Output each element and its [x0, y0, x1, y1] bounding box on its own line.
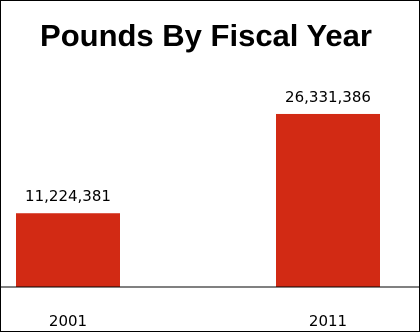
bar-2001: [16, 213, 120, 287]
data-label-2001: 11,224,381: [25, 187, 111, 205]
bars-group: [16, 113, 380, 287]
chart-title: Pounds By Fiscal Year: [40, 18, 372, 53]
x-tick-label-2011: 2011: [309, 312, 347, 330]
bar-2011: [276, 113, 380, 287]
data-label-2011: 26,331,386: [285, 88, 371, 106]
x-tick-label-2001: 2001: [49, 312, 87, 330]
labels-group: 11,224,381 2001 26,331,386 2011: [25, 88, 371, 330]
